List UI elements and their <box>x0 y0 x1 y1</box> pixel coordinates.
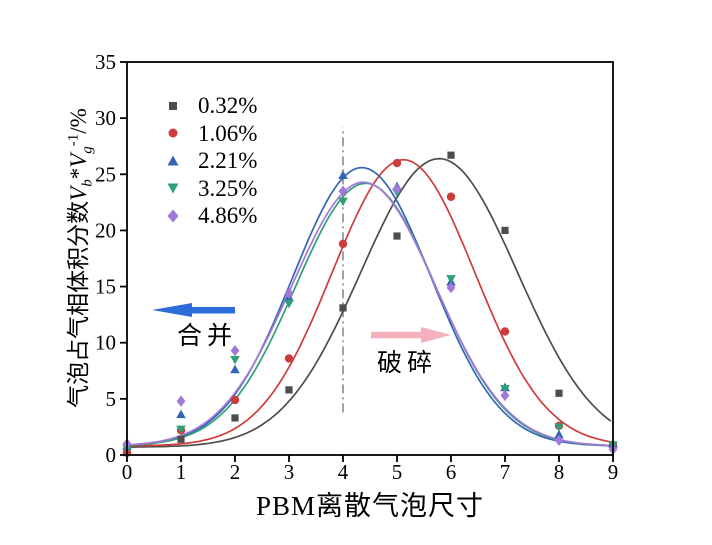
y-tick-label: 5 <box>106 387 117 411</box>
series-1-curve <box>126 158 611 447</box>
legend-label: 1.06% <box>198 120 258 146</box>
x-tick-label: 4 <box>338 460 349 484</box>
series-1-point <box>338 239 348 249</box>
x-tick-label: 5 <box>392 460 403 484</box>
x-tick-label: 8 <box>554 460 565 484</box>
series-2-curve <box>126 166 611 447</box>
right-arrow-icon <box>371 327 451 343</box>
series-2-point <box>554 429 564 439</box>
series-2-point <box>176 409 186 419</box>
series-4-point <box>446 282 456 294</box>
series-3-point <box>176 425 186 435</box>
legend-marker-diamond-icon <box>167 209 179 223</box>
series-0-point <box>501 226 509 235</box>
y-axis-math-star: * <box>66 167 91 180</box>
series-0-point <box>555 389 563 397</box>
y-axis-label-text: 气泡占气相体积分数 <box>66 200 91 408</box>
y-tick-label: 30 <box>95 106 116 130</box>
series-1-point <box>500 327 510 336</box>
merge-arrow <box>150 301 236 324</box>
series-4-curve <box>126 181 611 447</box>
x-tick-label: 3 <box>284 460 295 484</box>
x-tick-label: 7 <box>500 460 511 484</box>
series-4-point <box>230 344 240 357</box>
legend-label: 2.21% <box>198 148 258 174</box>
series-3-point <box>500 385 510 394</box>
legend-item: 1.06% <box>166 120 257 148</box>
plot-frame <box>126 61 614 456</box>
y-tick-label: 25 <box>95 162 116 186</box>
series-4-point <box>338 185 348 197</box>
series-0-point <box>285 386 293 394</box>
series-1-point <box>230 395 240 405</box>
break-arrow <box>371 326 453 349</box>
series-0-point <box>231 414 239 422</box>
legend: 0.32% 1.06% 2.21% 3.25% 4.86% <box>166 92 257 230</box>
series-3-point <box>284 299 294 309</box>
y-axis-label: 气泡占气相体积分数Vb*Vg-1/% <box>59 72 95 444</box>
series-4-point <box>392 183 402 195</box>
series-2-point <box>230 364 240 374</box>
y-tick-label: 20 <box>95 218 116 242</box>
left-arrow-icon <box>152 303 235 317</box>
x-axis-label: PBM离散气泡尺寸 <box>255 491 485 521</box>
x-tick-label: 0 <box>122 460 133 484</box>
merge-annotation-label: 合并 <box>177 323 238 350</box>
break-annotation-label: 破碎 <box>377 350 438 377</box>
legend-marker-triangle-up-icon <box>167 155 179 166</box>
y-tick-label: 10 <box>95 331 116 355</box>
x-tick-label: 1 <box>176 460 187 484</box>
series-3-point <box>338 197 348 207</box>
series-4-point <box>554 434 564 447</box>
y-axis-math-v1: V <box>66 186 91 201</box>
y-axis-math-sub1: b <box>79 179 96 187</box>
series-0-point <box>447 151 455 159</box>
series-4-point <box>500 389 510 402</box>
y-axis-math-sub2: g <box>79 146 96 154</box>
legend-item: 3.25% <box>166 175 257 203</box>
series-0-point <box>339 304 347 312</box>
series-0-curve <box>127 157 612 448</box>
series-0-point <box>177 435 185 443</box>
y-tick-label: 35 <box>95 50 116 74</box>
legend-item: 2.21% <box>166 147 257 175</box>
x-tick-label: 2 <box>230 460 241 484</box>
legend-marker-circle-icon <box>168 128 178 138</box>
legend-marker-square-icon <box>169 101 177 110</box>
y-tick-label: 0 <box>106 443 117 467</box>
y-axis-unit: /% <box>66 108 91 134</box>
legend-label: 0.32% <box>198 93 258 119</box>
series-3-point <box>446 275 456 284</box>
y-axis-math-sup2: -1 <box>65 133 82 147</box>
series-0-point <box>393 232 401 240</box>
series-4-point <box>284 287 294 299</box>
series-3-point <box>554 423 564 432</box>
legend-item: 0.32% <box>166 92 257 120</box>
x-tick-label: 9 <box>608 460 619 484</box>
series-1-point <box>392 158 402 168</box>
x-tick-label: 6 <box>446 460 457 484</box>
y-axis-math-v2: V <box>66 153 91 168</box>
legend-marker-triangle-down-icon <box>167 183 179 194</box>
legend-label: 3.25% <box>198 175 258 201</box>
series-3-point <box>230 355 240 365</box>
series-2-point <box>338 170 348 180</box>
series-4-point <box>176 395 186 407</box>
legend-item: 4.86% <box>166 202 257 230</box>
legend-label: 4.86% <box>198 203 258 229</box>
series-1-point <box>446 192 456 201</box>
series-1-point <box>284 354 294 363</box>
y-tick-label: 15 <box>95 275 116 299</box>
